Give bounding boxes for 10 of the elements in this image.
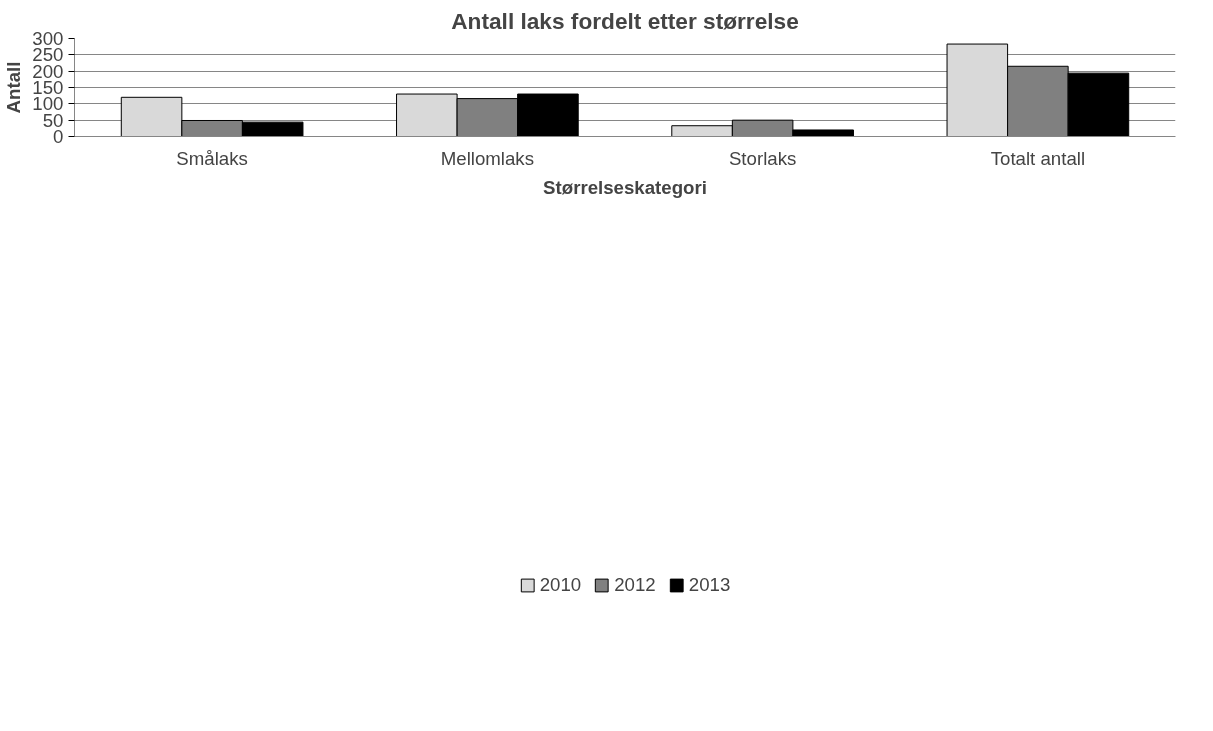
chart-title: Antall laks fordelt etter størrelse — [451, 7, 799, 34]
x-tick-label: Storlaks — [728, 147, 797, 169]
legend-label: 2012 — [614, 573, 656, 596]
legend-label: 2013 — [688, 573, 731, 596]
x-tick-label: Smålaks — [176, 147, 248, 169]
x-tick-label: Totalt antall — [990, 147, 1086, 169]
y-axis-title: Antall — [3, 61, 25, 114]
legend-label: 2010 — [539, 573, 582, 596]
x-axis-title: Størrelseskategori — [543, 176, 707, 198]
x-tick-label: Mellomlaks — [440, 147, 535, 169]
